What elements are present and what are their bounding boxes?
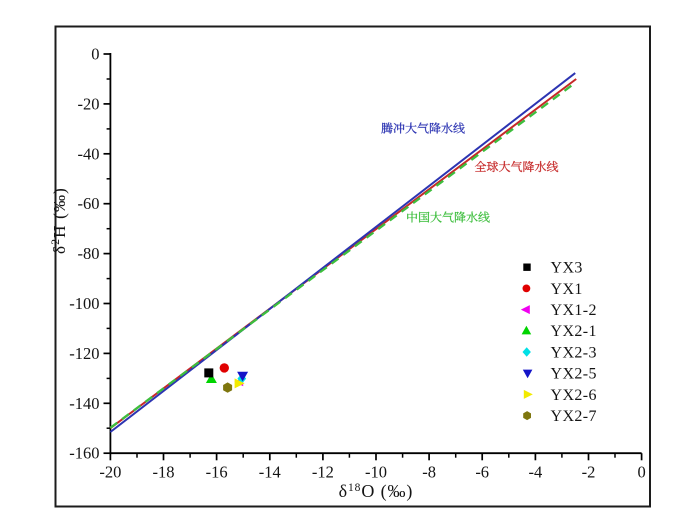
svg-text:-6: -6	[475, 463, 489, 482]
svg-text:-14: -14	[259, 463, 281, 482]
svg-text:YX2-6: YX2-6	[551, 387, 597, 404]
svg-text:-100: -100	[69, 294, 99, 313]
svg-text:YX1: YX1	[551, 281, 583, 298]
svg-text:0: 0	[637, 463, 645, 482]
svg-text:YX2-3: YX2-3	[551, 344, 597, 361]
svg-text:-160: -160	[69, 444, 99, 463]
svg-text:-16: -16	[206, 463, 228, 482]
svg-text:-4: -4	[529, 463, 543, 482]
svg-text:-20: -20	[78, 94, 100, 113]
svg-text:0: 0	[91, 45, 99, 64]
svg-text:-40: -40	[78, 144, 100, 163]
svg-text:-60: -60	[78, 194, 100, 213]
svg-text:-120: -120	[69, 344, 99, 363]
svg-text:-140: -140	[69, 394, 99, 413]
svg-text:YX2-7: YX2-7	[551, 408, 597, 425]
svg-text:YX2-1: YX2-1	[551, 323, 597, 340]
svg-text:δ2H (‰): δ2H (‰)	[50, 187, 69, 254]
svg-text:-18: -18	[153, 463, 175, 482]
svg-text:YX3: YX3	[551, 260, 583, 277]
svg-text:-12: -12	[312, 463, 334, 482]
svg-text:-10: -10	[365, 463, 387, 482]
svg-text:YX1-2: YX1-2	[551, 302, 597, 319]
svg-text:-80: -80	[78, 244, 100, 263]
svg-text:-2: -2	[582, 463, 596, 482]
svg-text:YX2-5: YX2-5	[551, 366, 597, 383]
svg-text:δ18O (‰): δ18O (‰)	[339, 481, 414, 502]
svg-text:-8: -8	[422, 463, 436, 482]
svg-text:-20: -20	[99, 463, 121, 482]
